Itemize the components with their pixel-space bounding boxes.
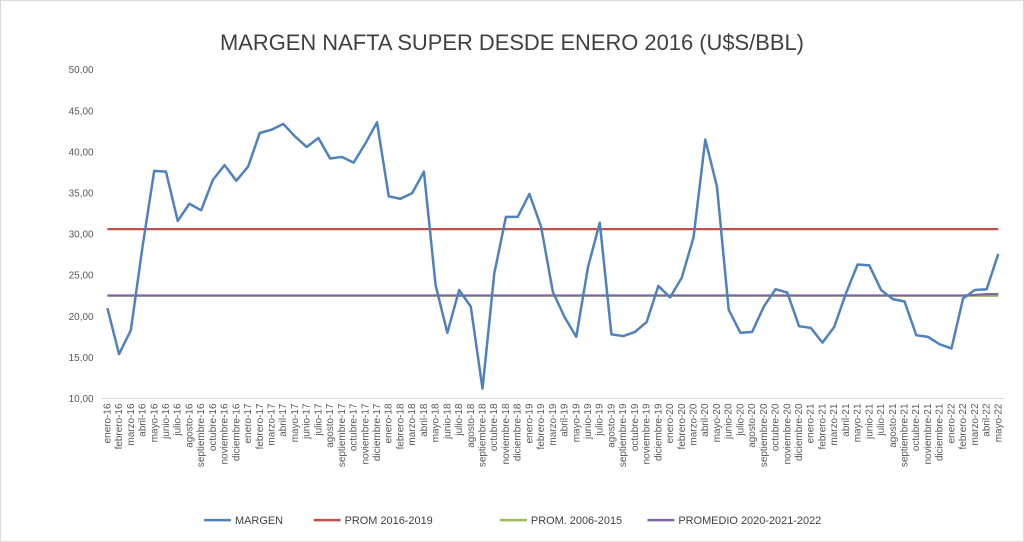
x-tick-label: diciembre-16 (231, 403, 242, 461)
y-tick-label: 50,00 (69, 65, 94, 76)
y-tick-label: 15,00 (69, 353, 94, 364)
x-tick-label: agosto-16 (184, 403, 195, 448)
series-lines (106, 121, 1000, 390)
x-tick-label: octubre-17 (349, 403, 360, 451)
legend-label: MARGEN (235, 515, 283, 527)
x-tick-label: septiembre-18 (478, 403, 489, 467)
x-tick-label: octubre-16 (208, 403, 219, 451)
x-tick-label: septiembre-16 (196, 403, 207, 467)
x-tick-label: mayo-19 (571, 403, 582, 442)
x-tick-label: junio-16 (161, 403, 172, 440)
legend-label: PROM. 2006-2015 (531, 515, 622, 527)
x-tick-label: abril-22 (982, 403, 993, 437)
x-tick-label: diciembre-18 (513, 403, 524, 461)
x-tick-label: febrero-20 (677, 403, 688, 449)
x-tick-label: marzo-22 (970, 403, 981, 446)
y-tick-label: 30,00 (69, 230, 94, 241)
x-tick-label: enero-16 (102, 403, 113, 443)
x-tick-label: abril-19 (560, 403, 571, 437)
x-tick-label: mayo-21 (853, 403, 864, 442)
x-tick-label: enero-18 (384, 403, 395, 443)
x-tick-label: enero-22 (946, 403, 957, 443)
x-tick-label: febrero-16 (114, 403, 125, 449)
x-tick-label: octubre-19 (630, 403, 641, 451)
x-tick-label: agosto-18 (466, 403, 477, 448)
x-tick-label: noviembre-18 (501, 403, 512, 464)
x-tick-label: octubre-18 (489, 403, 500, 451)
x-tick-label: mayo-20 (712, 403, 723, 442)
legend: MARGEN PROM 2016-2019 PROM. 2006-2015 PROME… (204, 515, 821, 527)
x-tick-label: febrero-17 (255, 403, 266, 449)
x-tick-label: septiembre-19 (618, 403, 629, 467)
x-tick-label: julio-16 (173, 403, 184, 437)
x-tick-label: marzo-17 (266, 403, 277, 446)
x-tick-label: diciembre-21 (935, 403, 946, 461)
y-tick-label: 25,00 (69, 271, 94, 282)
series-line-promedio-2020-2021-2022 (107, 293, 999, 297)
x-tick-label: octubre-20 (771, 403, 782, 451)
x-tick-label: junio-19 (583, 403, 594, 440)
x-tick-label: marzo-18 (407, 403, 418, 446)
y-tick-label: 20,00 (69, 312, 94, 323)
y-axis-ticks: 10,00 15,00 20,00 25,00 30,00 35,00 40,00 45,00… (69, 65, 94, 405)
x-tick-label: abril-16 (138, 403, 149, 437)
x-tick-label: junio-18 (442, 403, 453, 440)
x-tick-label: marzo-16 (126, 403, 137, 446)
chart-title: MARGEN NAFTA SUPER DESDE ENERO 2016 (U$S… (220, 30, 804, 55)
x-tick-label: enero-21 (806, 403, 817, 443)
x-tick-label: julio-20 (735, 403, 746, 437)
x-tick-label: noviembre-21 (923, 403, 934, 464)
y-tick-label: 10,00 (69, 394, 94, 405)
x-tick-label: julio-21 (876, 403, 887, 437)
x-tick-label: febrero-21 (817, 403, 828, 449)
x-tick-label: marzo-21 (829, 403, 840, 446)
y-tick-label: 45,00 (69, 106, 94, 117)
x-tick-label: julio-17 (313, 403, 324, 437)
x-tick-label: octubre-21 (911, 403, 922, 451)
x-tick-label: agosto-20 (747, 403, 758, 448)
x-tick-label: abril-17 (278, 403, 289, 437)
x-tick-label: diciembre-20 (794, 403, 805, 461)
x-tick-label: junio-17 (302, 403, 313, 440)
x-tick-label: julio-19 (595, 403, 606, 437)
x-tick-label: septiembre-20 (759, 403, 770, 467)
x-tick-label: agosto-19 (606, 403, 617, 448)
x-axis-ticks: enero-16 febrero-16 marzo-16 abril-16 mayo-1… (102, 403, 1004, 467)
x-tick-label: mayo-18 (431, 403, 442, 442)
x-tick-label: enero-17 (243, 403, 254, 443)
x-tick-label: mayo-16 (149, 403, 160, 442)
x-tick-label: noviembre-16 (220, 403, 231, 464)
x-tick-label: julio-18 (454, 403, 465, 437)
y-tick-label: 35,00 (69, 189, 94, 200)
legend-label: PROM 2016-2019 (345, 515, 433, 527)
x-tick-label: agosto-17 (325, 403, 336, 448)
x-tick-label: marzo-20 (689, 403, 700, 446)
legend-label: PROMEDIO 2020-2021-2022 (678, 515, 821, 527)
series-line-margen (106, 121, 1000, 390)
x-tick-label: enero-20 (665, 403, 676, 443)
x-tick-label: febrero-19 (536, 403, 547, 449)
x-tick-label: diciembre-19 (653, 403, 664, 461)
x-tick-label: junio-21 (864, 403, 875, 440)
x-tick-label: diciembre-17 (372, 403, 383, 461)
y-tick-label: 40,00 (69, 147, 94, 158)
x-tick-label: noviembre-17 (360, 403, 371, 464)
x-tick-label: noviembre-20 (782, 403, 793, 464)
x-tick-label: noviembre-19 (642, 403, 653, 464)
x-tick-label: febrero-22 (958, 403, 969, 449)
x-tick-label: marzo-19 (548, 403, 559, 446)
x-tick-label: febrero-18 (395, 403, 406, 449)
x-tick-label: mayo-17 (290, 403, 301, 442)
x-tick-label: septiembre-21 (900, 403, 911, 467)
x-tick-label: abril-21 (841, 403, 852, 437)
x-tick-label: agosto-21 (888, 403, 899, 448)
x-tick-label: mayo-22 (993, 403, 1004, 442)
x-tick-label: junio-20 (724, 403, 735, 440)
x-tick-label: abril-20 (700, 403, 711, 437)
x-tick-label: enero-19 (524, 403, 535, 443)
x-tick-label: septiembre-17 (337, 403, 348, 467)
x-tick-label: abril-18 (419, 403, 430, 437)
